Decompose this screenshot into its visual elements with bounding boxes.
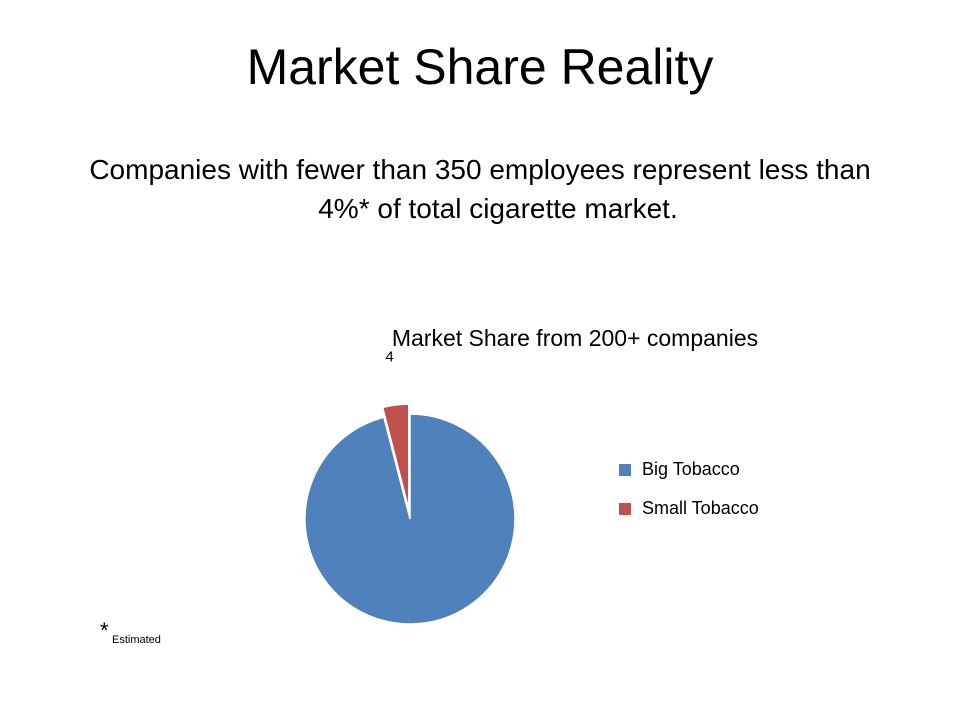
- pie-slice: [381, 403, 410, 510]
- slide-body: Companies with fewer than 350 employees …: [89, 154, 871, 224]
- legend-swatch: [619, 503, 631, 515]
- legend-swatch: [619, 464, 631, 476]
- pie-slice: [304, 413, 516, 625]
- slide-title: Market Share Reality: [246, 39, 714, 95]
- data-label: 4: [385, 348, 393, 365]
- footnote-text: Estimated: [112, 634, 161, 646]
- legend-label: Big Tobacco: [642, 459, 740, 479]
- footnote-mark: *: [100, 618, 109, 643]
- chart-title: Market Share from 200+ companies: [392, 325, 758, 351]
- legend-label: Small Tobacco: [642, 498, 759, 518]
